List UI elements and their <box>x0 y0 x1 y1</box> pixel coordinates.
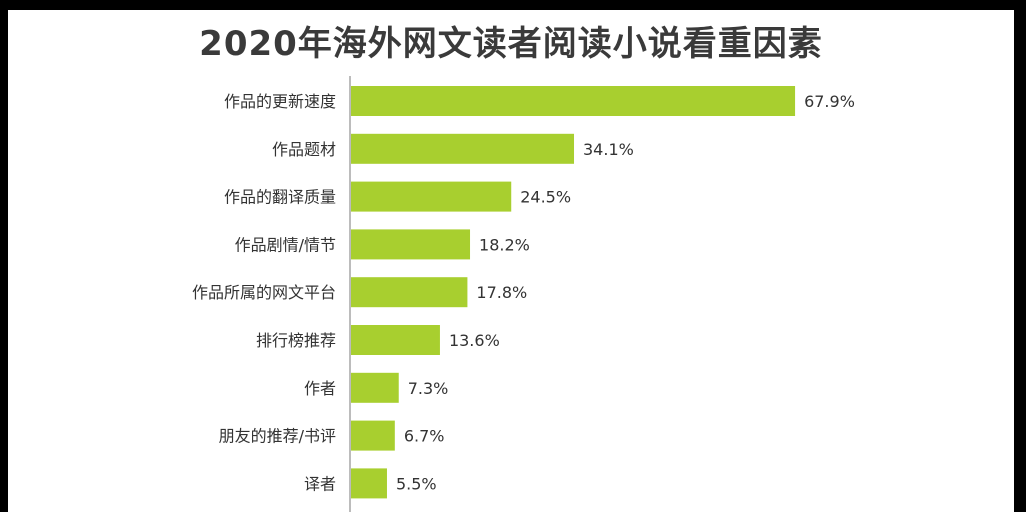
value-label: 24.5% <box>520 188 571 207</box>
bar <box>351 229 471 260</box>
category-label: 作品剧情/情节 <box>235 235 336 254</box>
bar <box>351 86 796 116</box>
value-label: 6.7% <box>404 427 445 446</box>
value-label: 7.3% <box>408 379 449 398</box>
category-label: 作品所属的网文平台 <box>192 283 336 302</box>
value-label: 34.1% <box>583 140 634 159</box>
category-label: 作者 <box>304 379 336 398</box>
value-label: 18.2% <box>479 235 530 254</box>
bar <box>351 133 575 164</box>
bar <box>351 181 512 212</box>
chart-frame: 2020年海外网文读者阅读小说看重因素 作品的更新速度 67.9% 作品题材 34.1… <box>8 10 1014 512</box>
value-label: 5.5% <box>396 474 437 493</box>
category-label: 作品的更新速度 <box>224 92 336 111</box>
category-label: 作品的翻译质量 <box>224 188 336 207</box>
bar-chart: 作品的更新速度 67.9% 作品题材 34.1% 作品的翻译质量 24.5% 作品剧情/情节… <box>192 76 855 512</box>
bar <box>351 277 468 308</box>
bar <box>351 420 395 451</box>
bar <box>351 325 440 355</box>
value-label: 17.8% <box>476 283 527 302</box>
category-label: 译者 <box>304 474 336 493</box>
bar <box>351 468 387 499</box>
value-label: 13.6% <box>449 331 500 350</box>
value-label: 67.9% <box>804 92 855 111</box>
category-label: 作品题材 <box>272 140 336 159</box>
category-label: 朋友的推荐/书评 <box>219 427 336 446</box>
chart-title: 2020年海外网文读者阅读小说看重因素 <box>199 24 823 64</box>
category-label: 排行榜推荐 <box>256 331 336 350</box>
bar <box>351 372 399 403</box>
